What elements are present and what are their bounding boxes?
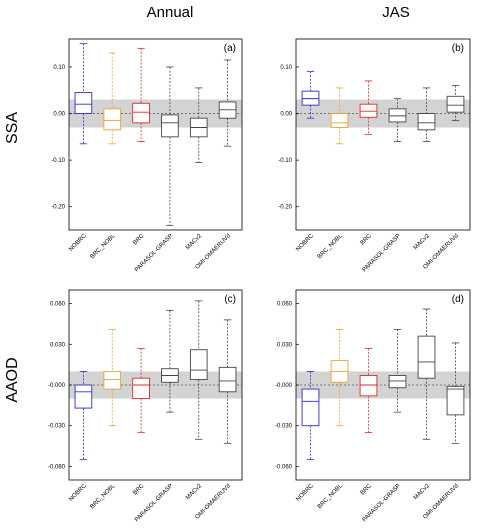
category-label: BRC (132, 483, 146, 497)
box-parasol-grasp (388, 375, 407, 389)
y-tick-label: -0.10 (51, 158, 65, 164)
category-label: MACv2 (413, 483, 432, 502)
box-macv2 (417, 113, 436, 131)
category-label: NOBRC (295, 233, 315, 253)
box-macv2 (189, 349, 208, 381)
plot-frame (295, 38, 471, 231)
column-title-annual: Annual (147, 4, 194, 21)
y-tick-label: -0.030 (275, 424, 293, 430)
box-omi-omaeruvd (446, 95, 465, 113)
panel-d: 0.060 0.030 -0.000 -0.030 -0.060 (d) NOBRC BRC_… (275, 289, 471, 523)
category-label: NOBRC (295, 483, 315, 503)
box-brc (132, 377, 150, 400)
category-label: BRC (132, 233, 146, 247)
category-label: BRC (360, 483, 374, 497)
y-tick-label: -0.20 (278, 205, 292, 211)
category-label: NOBRC (68, 483, 88, 503)
category-label: BRC (360, 233, 374, 247)
category-label: BRC_NOBL (90, 233, 118, 261)
y-tick-label: 0.060 (50, 302, 66, 308)
box-omi-omaeruvd (446, 385, 465, 416)
shaded-band (296, 99, 470, 128)
panel-label: (d) (452, 294, 464, 305)
box-nobrc (301, 90, 320, 106)
panel-b: 0.100.00-0.10-0.20(b)NOBRC BRC_NOBL BRCPAR… (278, 38, 471, 273)
box-brc (359, 375, 378, 397)
box-omi-omaeruvd (218, 366, 237, 393)
column-title-jas: JAS (382, 4, 410, 21)
panel-label: (c) (224, 294, 236, 305)
category-label: MACv2 (185, 233, 204, 252)
category-label: NOBRC (68, 233, 88, 253)
y-tick-label: -0.030 (48, 424, 66, 430)
y-tick-label: 0.030 (50, 342, 66, 348)
panel-label: (b) (452, 43, 464, 54)
box-nobrc (301, 388, 320, 427)
box-nobrc (74, 92, 93, 114)
category-label: BRC_NOBL (90, 483, 118, 511)
y-tick-label: 0.10 (280, 65, 292, 71)
y-tick-label: -0.000 (275, 383, 293, 389)
box-brc_nobl (103, 370, 122, 390)
row-label-aaod: AAOD (4, 357, 21, 402)
panel-a: 0.100.00-0.10-0.20(a)NOBRC BRC_NOBL BRCPAR… (51, 38, 243, 273)
box-macv2 (417, 335, 436, 379)
y-tick-label: -0.10 (278, 158, 292, 164)
y-tick-label: 0.00 (53, 112, 65, 118)
box-parasol-grasp (388, 108, 407, 123)
shaded-band (296, 371, 470, 399)
y-tick-label: -0.060 (48, 464, 66, 470)
y-tick-label: -0.000 (48, 383, 66, 389)
row-label-ssa: SSA (4, 112, 21, 144)
y-tick-label: -0.060 (275, 464, 293, 470)
plot-frame (68, 38, 243, 231)
box-brc_nobl (103, 108, 122, 131)
panel-label: (a) (224, 43, 236, 54)
category-label: MACv2 (413, 233, 432, 252)
y-tick-label: 0.10 (53, 65, 65, 71)
y-tick-label: 0.00 (280, 112, 292, 118)
box-brc_nobl (330, 113, 349, 128)
y-tick-label: -0.20 (51, 205, 65, 211)
y-tick-label: 0.030 (277, 342, 293, 348)
panel-c: 0.060 0.030 -0.000 -0.030 -0.060 (c) NOBRC BRC_… (48, 289, 243, 523)
box-parasol-grasp (161, 114, 179, 138)
box-brc (132, 102, 150, 124)
category-label: BRC_NOBL (317, 233, 345, 261)
category-label: BRC_NOBL (317, 483, 345, 511)
y-tick-label: 0.060 (277, 302, 293, 308)
box-brc (359, 103, 378, 118)
box-nobrc (74, 384, 93, 409)
category-label: MACv2 (185, 483, 204, 502)
